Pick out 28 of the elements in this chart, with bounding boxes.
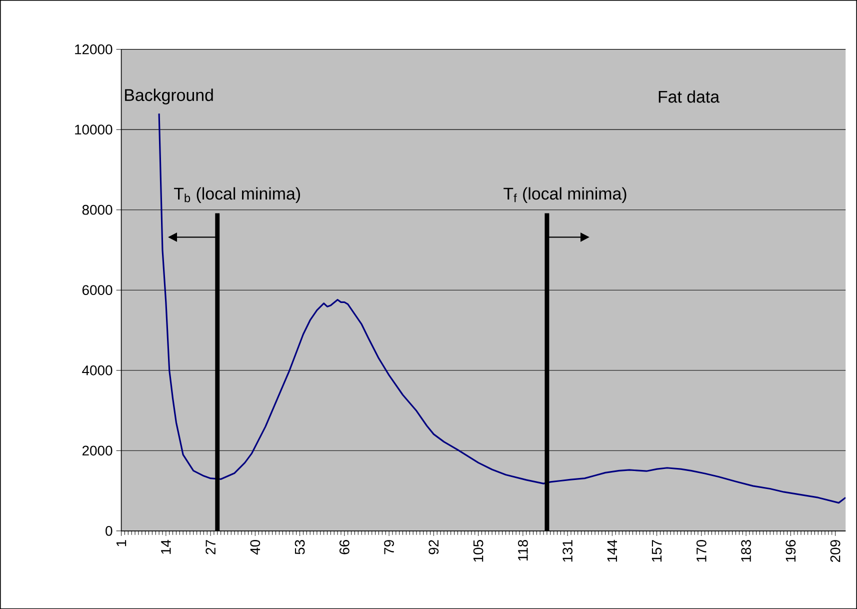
annotation: Fat data <box>658 90 720 103</box>
ref-line-label: T$_{f}$ (local minima) <box>504 187 626 203</box>
annotation: Background <box>125 88 213 104</box>
x-tick-label: 40 <box>250 540 260 554</box>
x-tick-label: 66 <box>339 540 350 554</box>
x-tick-label: 105 <box>473 540 484 562</box>
x-tick-label: 196 <box>786 540 796 562</box>
x-tick-label: 131 <box>562 540 572 562</box>
ref-line-label: T$_{b}$ (local minima) <box>174 187 300 203</box>
y-tick-label: 8000 <box>82 204 112 215</box>
x-tick-label: 53 <box>294 540 305 554</box>
x-tick-label: 27 <box>206 540 216 554</box>
x-tick-label: 92 <box>428 540 439 554</box>
x-tick-label: 183 <box>741 540 751 562</box>
y-tick-label: 10000 <box>75 124 112 134</box>
x-tick-label: 79 <box>384 540 394 554</box>
x-tick-label: 14 <box>161 540 171 554</box>
y-tick-label: 6000 <box>82 285 112 295</box>
y-tick-label: 2000 <box>82 446 112 456</box>
x-tick-label: 144 <box>607 540 617 562</box>
y-tick-label: 0 <box>106 526 112 536</box>
x-tick-label: 170 <box>696 540 706 562</box>
x-tick-label: 209 <box>830 540 840 562</box>
y-tick-label: 4000 <box>82 365 112 376</box>
x-tick-label: 157 <box>652 540 662 562</box>
x-tick-label: 1 <box>116 540 126 546</box>
x-tick-label: 118 <box>518 540 528 560</box>
y-tick-label: 12000 <box>75 44 112 54</box>
